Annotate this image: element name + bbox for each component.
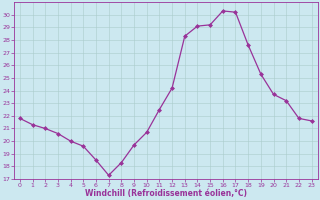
- X-axis label: Windchill (Refroidissement éolien,°C): Windchill (Refroidissement éolien,°C): [85, 189, 247, 198]
